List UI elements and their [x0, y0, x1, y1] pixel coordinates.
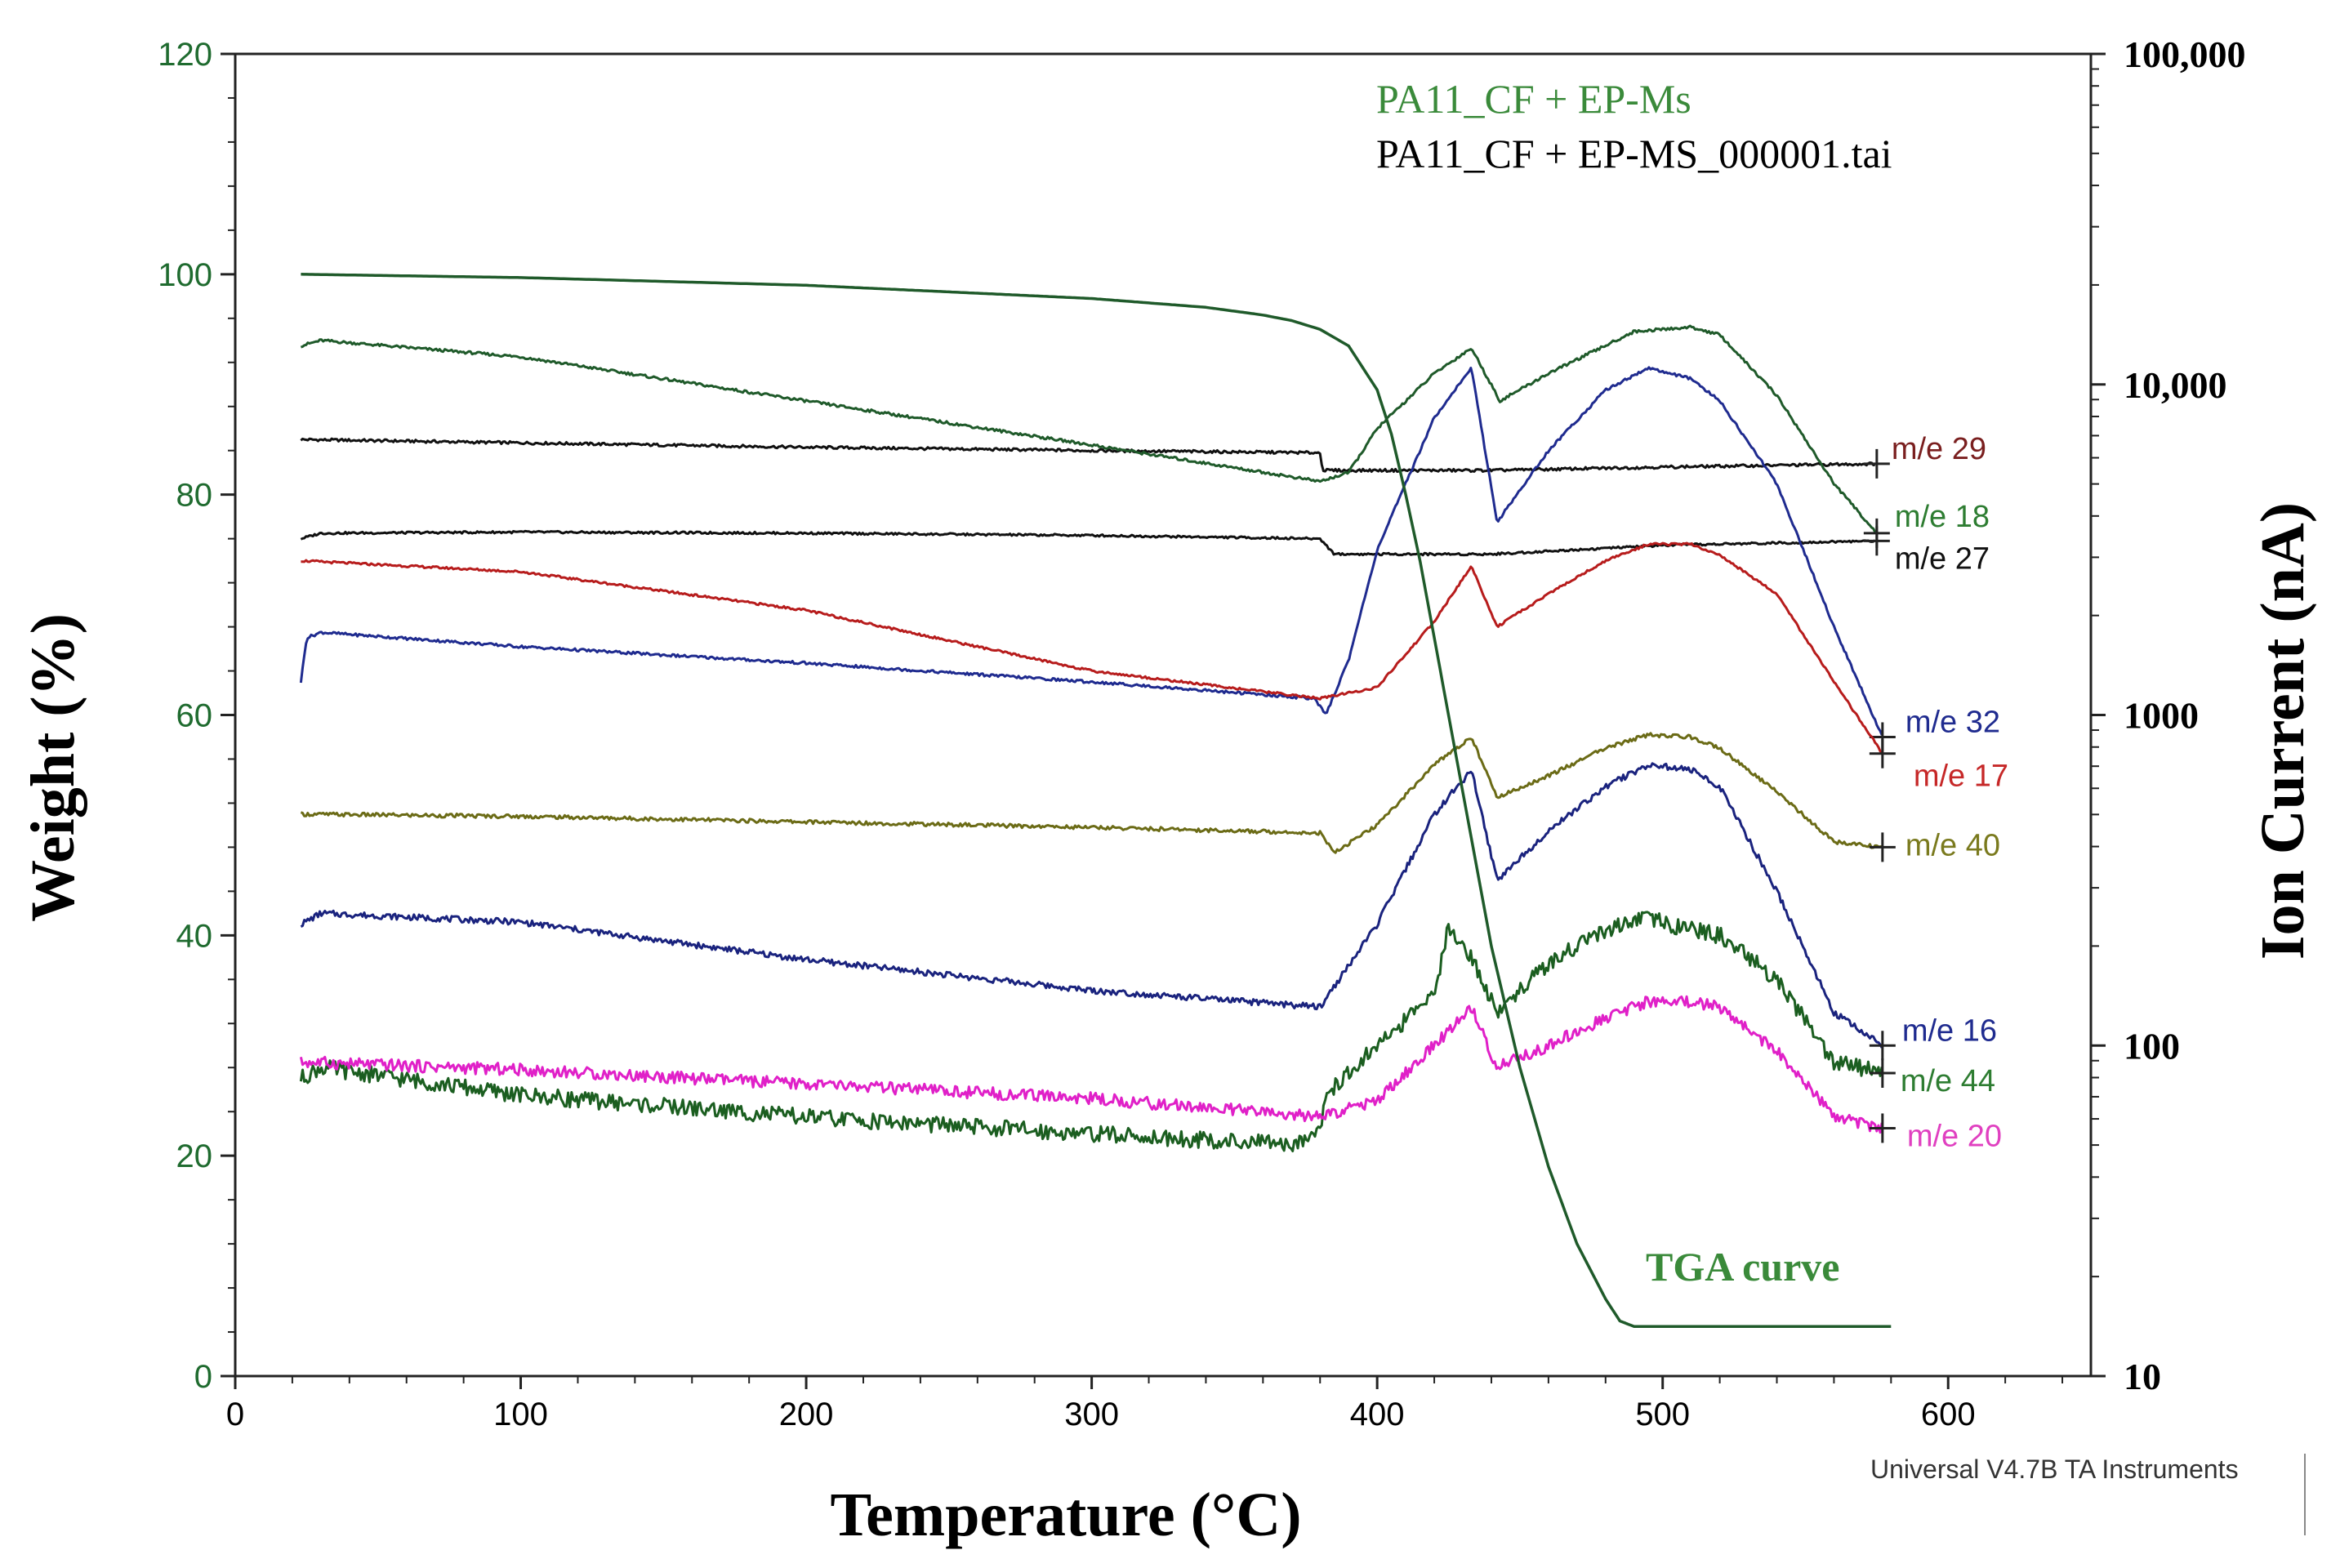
x-tick-label: 100: [493, 1396, 548, 1432]
x-tick-label: 0: [226, 1396, 244, 1432]
series-label: m/e 20: [1907, 1119, 2002, 1153]
series-labels: m/e 29 m/e 18 m/e 27 m/e 32 m/e 17 m/e 40 m/e …: [1892, 432, 2008, 1154]
series-line-m-e-20: [299, 995, 1883, 1134]
series-line-m-e-17: [301, 541, 1883, 754]
y-left-tick-label: 120: [158, 37, 212, 73]
y-right-tick-label: 10: [2124, 1356, 2161, 1397]
series-line-m-e-29: [300, 437, 1876, 474]
x-tick-label: 400: [1350, 1396, 1405, 1432]
series-label: m/e 40: [1905, 828, 2000, 862]
series-line-m-e-44: [299, 911, 1883, 1152]
y-left-axis-title: Weight (%): [19, 613, 87, 922]
y-right-tick-label: 100: [2124, 1025, 2180, 1067]
y-left-tick-label: 100: [158, 257, 212, 293]
y-left-tick-label: 40: [176, 918, 213, 954]
series-label: m/e 29: [1892, 432, 1986, 466]
series-label: m/e 27: [1895, 541, 1990, 576]
tga-curve-line: [301, 273, 1892, 1329]
y-right-axis-title: Ion Current (nA): [2249, 502, 2317, 960]
tga-curve-annotation: TGA curve: [1646, 1244, 1839, 1290]
series-line-m-e-27: [300, 529, 1876, 557]
legend-entry-file: PA11_CF + EP-MS_000001.tai: [1376, 131, 1892, 176]
y-left-axis-ticks: 0 20 40 60 80 100 120: [158, 37, 235, 1395]
y-right-tick-label: 1000: [2124, 695, 2199, 737]
x-tick-label: 500: [1635, 1396, 1690, 1432]
series-line-m-e-18: [300, 324, 1877, 533]
y-left-tick-label: 0: [194, 1359, 212, 1395]
legend-entry-sample: PA11_CF + EP-Ms: [1376, 76, 1691, 122]
y-right-tick-label: 10,000: [2124, 364, 2227, 406]
series-label: m/e 44: [1901, 1064, 1995, 1098]
series-line-m-e-16: [300, 762, 1883, 1049]
tga-layer: [301, 273, 1892, 1329]
y-right-axis-ticks: 10 100 1000 10,000 100,000: [2091, 33, 2246, 1397]
series-layer: [299, 324, 1896, 1152]
x-tick-label: 300: [1064, 1396, 1119, 1432]
y-right-tick-label: 100,000: [2124, 33, 2246, 75]
y-left-tick-label: 80: [176, 478, 213, 514]
y-left-tick-label: 20: [176, 1138, 213, 1174]
series-line-m-e-32: [299, 366, 1883, 736]
series-label: m/e 18: [1895, 500, 1990, 534]
series-line-m-e-40: [300, 732, 1883, 854]
y-left-tick-label: 60: [176, 698, 213, 734]
footer-instrument-label: Universal V4.7B TA Instruments: [1870, 1454, 2239, 1484]
x-tick-label: 600: [1921, 1396, 1976, 1432]
series-label: m/e 17: [1914, 760, 2008, 794]
series-label: m/e 16: [1902, 1013, 1997, 1048]
x-axis-title: Temperature (°C): [830, 1481, 1301, 1549]
series-label: m/e 32: [1905, 705, 2000, 739]
x-tick-label: 200: [779, 1396, 834, 1432]
x-axis-ticks: 0 100 200 300 400 500 600: [226, 1376, 2064, 1432]
